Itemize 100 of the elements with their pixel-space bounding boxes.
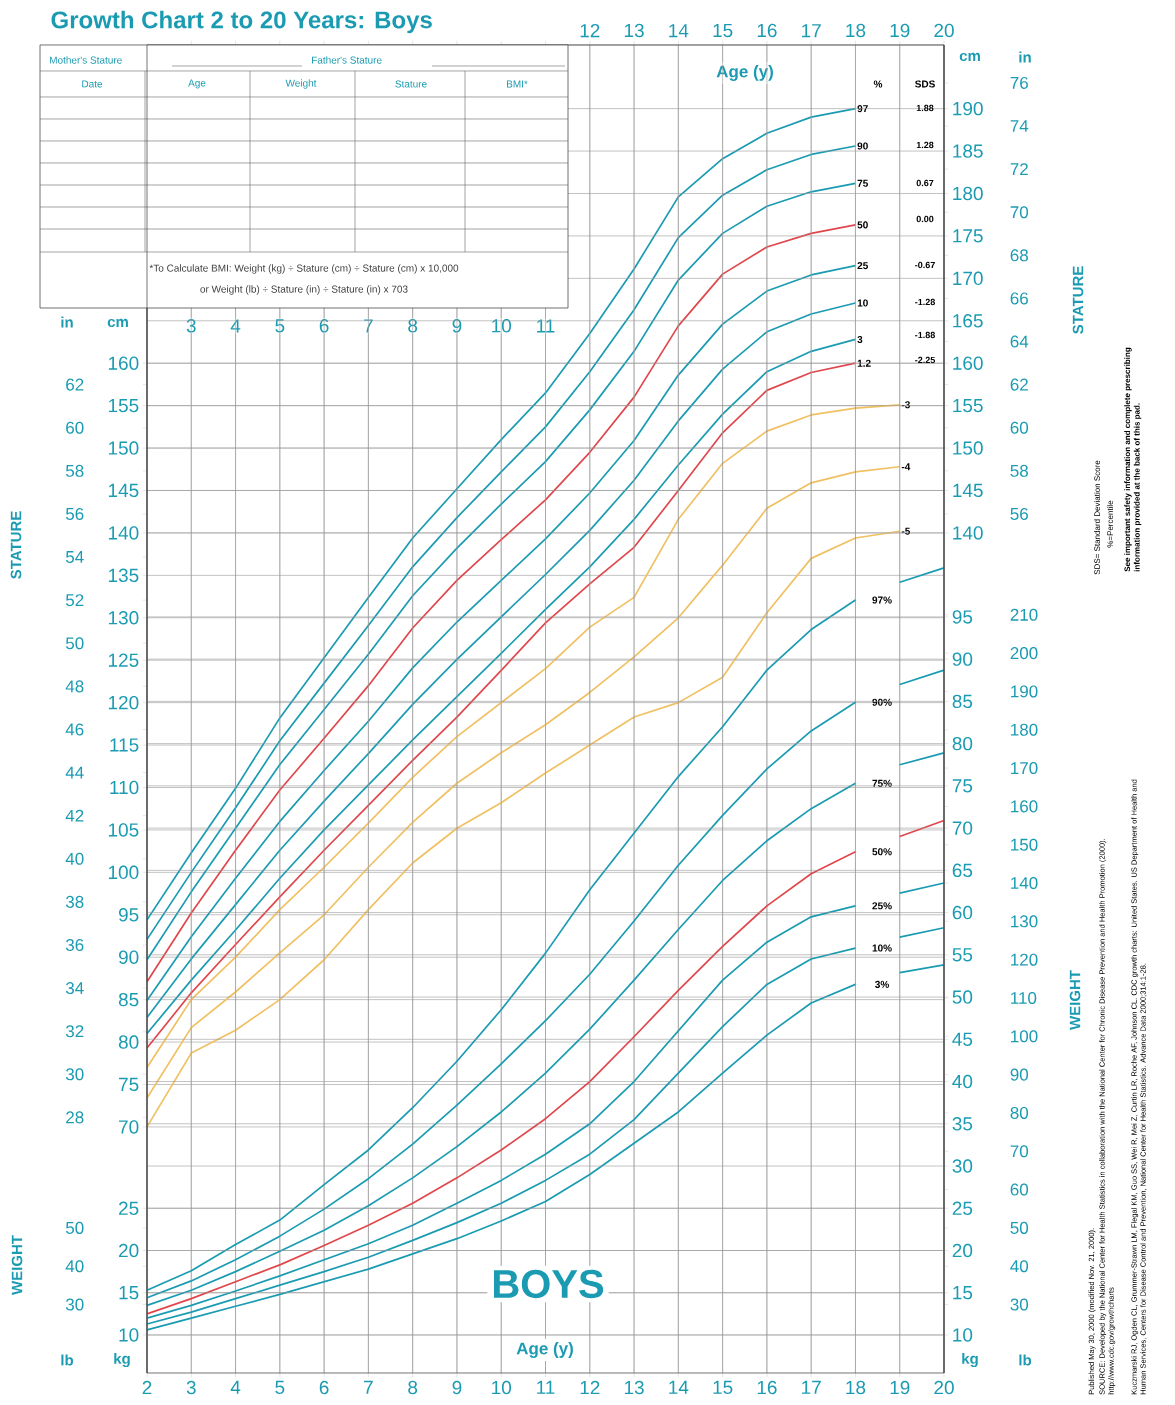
- y2-tick-label: 35: [952, 1117, 973, 1131]
- x-tick-label: 6: [319, 1380, 329, 1395]
- annotation: *To Calculate BMI: Weight (kg) ÷ Stature (cm) ÷ Stature (cm) x 10,000: [149, 264, 459, 274]
- text: %=Percentile: [1107, 500, 1113, 548]
- y-tick-label: 115: [110, 738, 139, 752]
- annotation: SDS: [915, 80, 935, 88]
- x-tick-label: 9: [452, 319, 462, 333]
- y-tick-label: 30: [1010, 1298, 1029, 1311]
- y2-axis-title: STATURE: [1072, 266, 1084, 334]
- y3-tick-label: 40: [65, 852, 84, 865]
- y-tick-label: 125: [108, 653, 139, 667]
- y-tick-label: 20: [119, 1243, 139, 1258]
- annotation: -1.28: [915, 298, 935, 306]
- y2-tick-label: 25: [952, 1201, 973, 1215]
- x-tick-label: 13: [624, 1380, 644, 1395]
- text: Date: [82, 80, 103, 88]
- text: kg: [962, 1352, 978, 1368]
- y2-tick-label: 15: [953, 1286, 973, 1300]
- y3-tick-label: 30: [65, 1298, 84, 1311]
- y-tick-label: 200: [1010, 647, 1038, 660]
- y-tick-label: 140: [108, 526, 139, 540]
- x-tick-label: 11: [537, 319, 555, 333]
- series-label: 90: [857, 142, 868, 150]
- annotation: 0.00: [916, 215, 934, 223]
- series-label: 90%: [872, 698, 892, 706]
- y-tick-label: 15: [119, 1286, 139, 1300]
- y-tick-label: 50: [1010, 1221, 1029, 1234]
- y2-tick-label: 45: [952, 1032, 973, 1046]
- y-tick-label: 110: [110, 780, 139, 795]
- annotation: Father's Stature: [312, 56, 382, 64]
- annotation: -0.67: [915, 261, 935, 269]
- x2-tick-label: 15: [713, 23, 733, 38]
- x-tick-label: 6: [319, 319, 329, 333]
- y2-tick-label: 80: [952, 736, 973, 751]
- annotation: -1.88: [915, 331, 935, 339]
- y2-tick-label: 165: [953, 314, 983, 328]
- y3-tick-label: 48: [65, 680, 84, 693]
- y3-tick-label: 44: [65, 766, 84, 779]
- y-tick-label: 100: [1011, 1030, 1038, 1043]
- x-tick-label: 20: [934, 1380, 954, 1395]
- x-tick-label: 8: [408, 319, 418, 333]
- y2-tick-label: 175: [953, 229, 983, 243]
- x-axis-title: Age (y): [716, 65, 773, 81]
- text: kg: [114, 1352, 130, 1368]
- annotation: 1.88: [916, 104, 934, 112]
- annotation: %: [873, 80, 883, 88]
- y2-tick-label: 40: [952, 1074, 973, 1089]
- x2-tick-label: 19: [890, 23, 910, 38]
- y-tick-label: 95: [118, 908, 139, 922]
- y-tick-label: 130: [108, 611, 139, 625]
- x2-tick-label: 12: [580, 23, 600, 38]
- y-tick-label: 25: [119, 1201, 139, 1215]
- y2-tick-label: 140: [953, 526, 983, 540]
- y-tick-label: 140: [1011, 877, 1038, 890]
- y3-tick-label: 32: [65, 1025, 84, 1038]
- x2-tick-label: 16: [757, 23, 777, 38]
- y-tick-label: 120: [108, 695, 139, 710]
- text: lb: [61, 1354, 74, 1366]
- annotation: -2.25: [915, 356, 936, 364]
- y-tick-label: 60: [1010, 421, 1029, 434]
- text: cm: [107, 318, 128, 328]
- text: in: [1019, 51, 1031, 63]
- x-axis-title: Age (y): [516, 1342, 573, 1358]
- x-tick-label: 4: [230, 319, 241, 333]
- x-tick-label: 3: [186, 1380, 196, 1395]
- y-tick-label: 60: [1010, 1183, 1029, 1196]
- text: Mother's Stature: [50, 56, 122, 64]
- y-axis-title: STATURE: [10, 511, 22, 579]
- y2-tick-label: 30: [952, 1159, 973, 1173]
- y-tick-label: 90: [118, 950, 139, 964]
- y3-tick-label: 52: [65, 594, 84, 607]
- y3-tick-label: 30: [65, 1068, 84, 1081]
- x-tick-label: 10: [492, 319, 512, 333]
- x-tick-label: 2: [142, 1380, 152, 1395]
- y-tick-label: 150: [108, 441, 139, 455]
- y-tick-label: 62: [1010, 378, 1028, 391]
- x-tick-label: 9: [452, 1380, 462, 1395]
- y-tick-label: 72: [1010, 163, 1028, 176]
- y-tick-label: 75: [119, 1077, 139, 1092]
- y3-tick-label: 62: [66, 378, 84, 391]
- series-label: 3: [857, 335, 863, 343]
- y-tick-label: 70: [1010, 206, 1029, 219]
- y-tick-label: 80: [1010, 1106, 1029, 1119]
- x2-tick-label: 20: [934, 23, 954, 38]
- y-tick-label: 180: [1011, 723, 1038, 736]
- x-tick-label: 14: [669, 1380, 689, 1394]
- x-tick-label: 10: [492, 1380, 512, 1395]
- series-label: 50%: [872, 848, 892, 856]
- y-axis-title: WEIGHT: [11, 1235, 23, 1295]
- y3-tick-label: 36: [65, 938, 84, 952]
- annotation: Weight: [285, 79, 317, 89]
- series-label: 10%: [872, 944, 892, 952]
- y3-tick-label: 40: [65, 1260, 84, 1273]
- y2-tick-label: 20: [952, 1243, 973, 1258]
- x-tick-label: 8: [408, 1380, 418, 1395]
- y2-tick-label: 150: [953, 441, 983, 455]
- x2-tick-label: 13: [624, 23, 644, 38]
- series-label: -4: [901, 463, 911, 471]
- x2-tick-label: 14: [669, 24, 689, 38]
- annotation: or Weight (lb) ÷ Stature (in) ÷ Stature (in) x 703: [200, 285, 408, 295]
